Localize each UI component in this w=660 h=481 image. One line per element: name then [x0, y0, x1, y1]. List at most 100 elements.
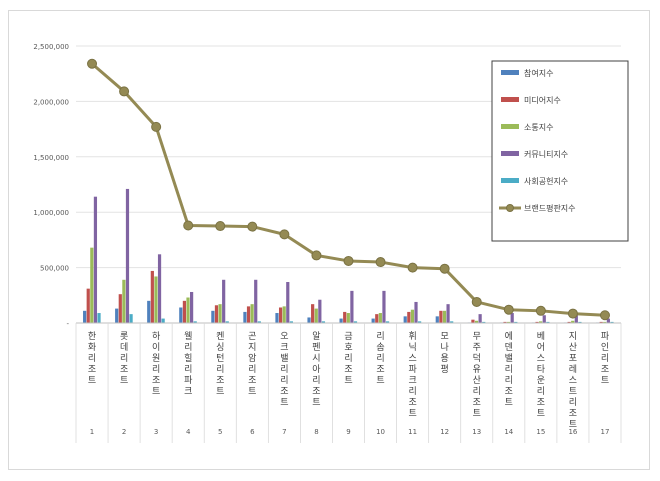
bar-4-6: [254, 279, 258, 323]
bar-1-10: [371, 318, 375, 323]
bar-4-14: [510, 313, 514, 323]
bar-2-11: [407, 311, 411, 323]
bar-4-7: [286, 282, 290, 323]
bar-4-1: [93, 196, 98, 323]
bar-5-7: [289, 321, 293, 323]
bar-4-8: [318, 299, 322, 323]
x-rank-label: 17: [601, 428, 610, 436]
bar-5-14: [514, 321, 518, 323]
bar-3-8: [314, 308, 318, 323]
bar-5-4: [193, 321, 197, 323]
legend-swatch: [501, 97, 519, 102]
line-point-2: [119, 86, 130, 97]
bar-2-4: [182, 300, 187, 323]
bar-5-9: [353, 321, 358, 323]
x-rank-label: 10: [376, 428, 385, 436]
legend-swatch: [501, 178, 519, 183]
line-point-16: [567, 308, 578, 319]
bar-4-9: [350, 290, 354, 323]
line-point-5: [215, 221, 226, 232]
bar-1-12: [435, 316, 439, 323]
bar-4-11: [414, 301, 418, 323]
bar-5-15: [546, 321, 550, 323]
bar-5-12: [450, 321, 454, 323]
x-rank-label: 1: [90, 428, 94, 436]
legend-label: 참여지수: [524, 68, 553, 78]
bar-1-2: [115, 308, 119, 323]
x-rank-label: 6: [250, 428, 255, 436]
category-axis: [75, 322, 622, 443]
line-point-12: [439, 263, 450, 274]
bar-marks: [83, 188, 614, 323]
legend-label: 브랜드평판지수: [524, 203, 576, 213]
line-point-15: [535, 305, 546, 316]
x-rank-label: 3: [154, 428, 158, 436]
bar-5-3: [161, 318, 165, 323]
bar-1-3: [147, 300, 151, 323]
bar-5-2: [129, 314, 133, 323]
bar-4-4: [190, 291, 194, 323]
legend-swatch: [501, 70, 519, 75]
y-tick-label: 2,500,000: [33, 43, 69, 51]
legend-label: 사회공헌지수: [524, 177, 568, 186]
x-rank-label: 2: [122, 428, 126, 436]
legend-swatch: [501, 124, 519, 129]
y-tick-label: 2,000,000: [33, 98, 69, 106]
legend-swatch: [501, 151, 519, 156]
bar-4-3: [157, 254, 162, 323]
legend-swatch: [506, 204, 514, 212]
bar-3-7: [282, 306, 286, 323]
bar-2-10: [375, 314, 379, 323]
x-rank-label: 15: [536, 428, 545, 436]
bar-1-4: [179, 307, 183, 323]
bar-5-8: [321, 321, 326, 323]
bar-1-5: [211, 310, 215, 323]
bar-1-6: [243, 311, 247, 323]
line-point-17: [599, 310, 610, 321]
x-rank-label: 14: [504, 428, 513, 436]
bar-5-11: [418, 321, 422, 323]
x-rank-label: 16: [568, 428, 577, 436]
line-series: [87, 58, 610, 321]
y-tick-label: 500,000: [40, 265, 69, 273]
x-rank-label: 8: [314, 428, 318, 436]
bar-1-9: [339, 318, 343, 323]
bar-2-2: [118, 294, 122, 323]
bar-3-13: [474, 320, 479, 323]
y-tick-label: 1,000,000: [33, 209, 69, 217]
line-point-9: [343, 255, 354, 266]
line-point-8: [311, 250, 322, 261]
x-rank-label: 4: [186, 428, 191, 436]
bar-1-8: [307, 317, 311, 323]
bar-4-2: [125, 188, 130, 323]
bar-2-14: [503, 321, 507, 323]
bar-2-12: [439, 310, 443, 323]
bar-5-5: [225, 321, 229, 323]
bar-3-15: [539, 321, 543, 323]
y-tick-label: 1,500,000: [33, 154, 69, 162]
bar-3-9: [346, 313, 350, 323]
line-point-14: [503, 304, 514, 315]
x-rank-label: 12: [440, 428, 449, 436]
bar-4-13: [478, 314, 482, 323]
line-point-13: [471, 296, 482, 307]
bar-1-1: [83, 310, 87, 323]
bar-4-5: [222, 279, 226, 323]
x-rank-label: 5: [218, 428, 222, 436]
x-rank-label: 7: [282, 428, 286, 436]
bar-2-7: [278, 307, 283, 323]
x-axis-rank-labels: 1 2 3 4 5 6 7 8 9 10 11 12 13 14 15 16 17: [90, 428, 610, 436]
line-point-4: [183, 220, 194, 231]
bar-4-10: [382, 290, 386, 323]
legend-label: 미디어지수: [524, 95, 561, 105]
